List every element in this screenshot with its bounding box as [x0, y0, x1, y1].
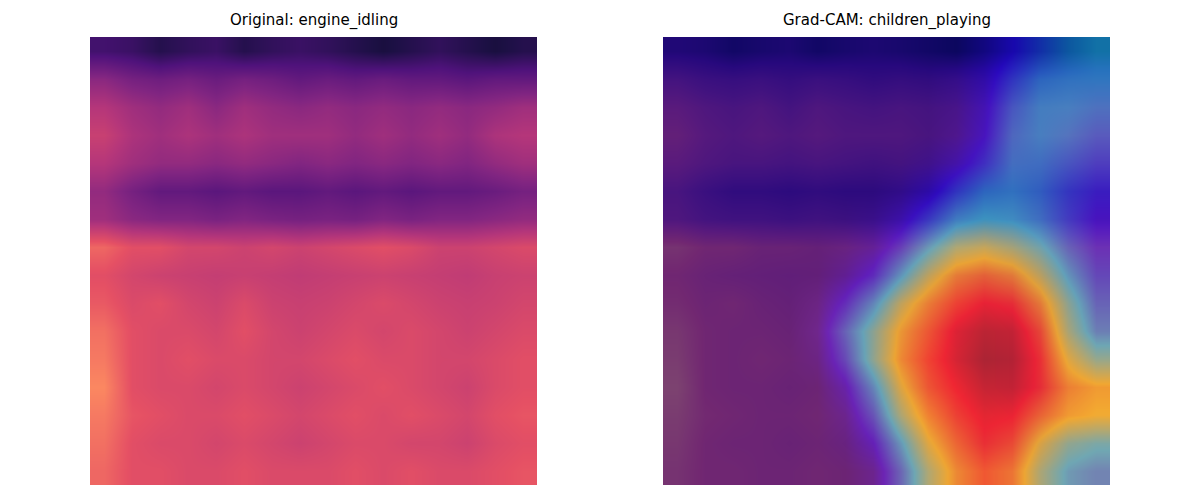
- svg-text:Grad-CAM: children_playing: Grad-CAM: children_playing: [783, 11, 991, 30]
- svg-text:Original: engine_idling: Original: engine_idling: [230, 11, 398, 30]
